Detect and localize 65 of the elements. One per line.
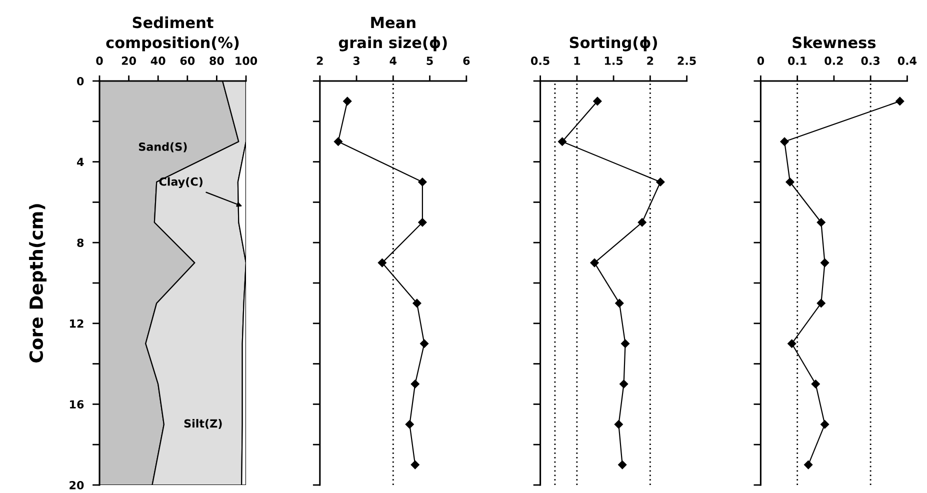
point	[418, 218, 427, 227]
point	[593, 96, 602, 106]
point	[420, 339, 429, 348]
point	[620, 380, 628, 388]
point	[656, 178, 665, 186]
point	[638, 218, 646, 227]
x-tick-label: 5	[426, 56, 433, 65]
point	[811, 380, 820, 388]
x-tick-label: 60	[180, 56, 195, 65]
x-tick-label: 1	[574, 56, 580, 65]
point	[820, 258, 830, 268]
point	[343, 96, 352, 106]
chart-title: Skewness	[792, 36, 876, 48]
x-tick-label: 0.2	[824, 56, 843, 65]
point	[615, 298, 624, 308]
point	[896, 96, 904, 106]
x-tick-label: 0.5	[530, 56, 550, 65]
point	[334, 137, 342, 146]
x-tick-label: 0	[96, 56, 103, 65]
x-tick-label: 6	[463, 56, 470, 65]
y-tick-label: 20	[70, 480, 84, 490]
x-tick-label: 100	[236, 56, 258, 65]
x-tick-label: 2	[647, 56, 654, 65]
series-label: Silt(Z)	[184, 419, 222, 429]
y-axis-title: Core Depth(cm)	[29, 204, 47, 362]
y-tick-label: 4	[76, 158, 84, 166]
point	[410, 460, 420, 470]
point	[786, 178, 794, 186]
x-tick-label: 0.3	[861, 56, 880, 65]
point	[816, 298, 826, 308]
point	[405, 420, 414, 429]
point	[412, 298, 422, 308]
x-tick-label: 3	[353, 56, 360, 65]
chart-title: Sediment composition(%)	[106, 16, 239, 52]
x-tick-label: 40	[150, 56, 166, 65]
x-tick-label: 20	[122, 56, 136, 65]
y-tick-label: 16	[70, 400, 84, 409]
y-tick-label: 12	[70, 319, 84, 328]
x-tick-label: 4	[390, 56, 397, 65]
y-tick-label: 8	[77, 238, 84, 247]
point	[788, 339, 796, 348]
x-tick-label: 2	[316, 56, 323, 65]
x-tick-label: 0	[757, 56, 764, 65]
chart-title: Sorting(ϕ)	[570, 36, 657, 52]
chart-title: Mean grain size(ϕ)	[338, 16, 447, 52]
x-tick-label: 0.1	[788, 56, 806, 65]
point	[590, 258, 599, 268]
series-label: Sand(S)	[138, 142, 187, 152]
text: Clay(C)	[159, 177, 202, 188]
point	[418, 178, 427, 186]
point	[614, 420, 623, 429]
x-tick-label: 1.5	[604, 56, 623, 65]
point	[780, 137, 789, 146]
point	[816, 218, 826, 227]
x-tick-label: 2.5	[678, 56, 696, 65]
point	[804, 460, 813, 470]
y-tick-label: 0	[77, 76, 84, 86]
point	[410, 380, 420, 388]
point	[820, 420, 830, 429]
point	[621, 339, 630, 348]
point	[378, 258, 386, 268]
x-tick-label: 80	[210, 56, 224, 65]
x-tick-label: 0.4	[898, 56, 917, 65]
point	[618, 460, 627, 470]
point	[558, 137, 567, 146]
